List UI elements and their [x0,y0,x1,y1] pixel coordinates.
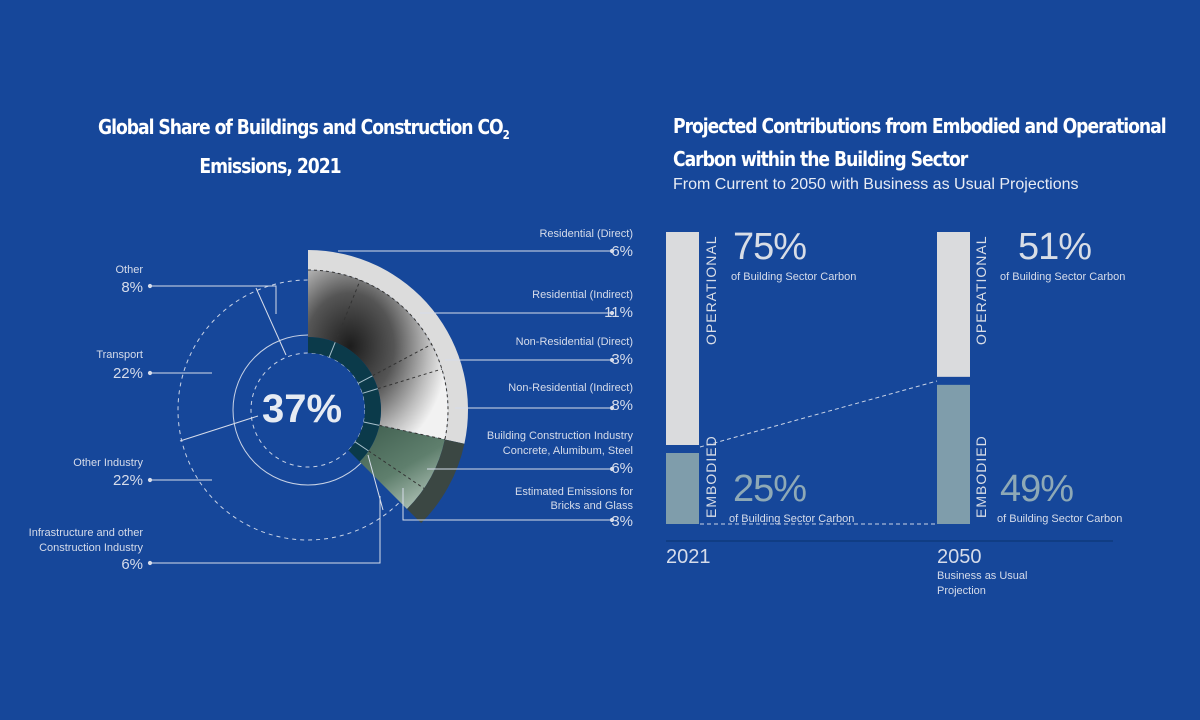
label-bricks-glass: Estimated Emissions for [515,486,633,498]
series-label-operational-2050: OPERATIONAL [973,235,989,345]
value-operational-2050: 51% [1018,226,1092,268]
slice-bricks-glass [406,439,465,524]
label-nonres-indirect: Non-Residential (Indirect) [508,382,633,394]
slice-divider [368,450,425,489]
right-chart-title: Projected Contributions from Embodied an… [673,110,1167,176]
value-nonres-indirect: 8% [611,397,633,414]
left-chart-title: Global Share of Buildings and Constructi… [98,112,510,182]
bar-embodied-2050 [937,384,970,524]
label-other: Other [115,264,143,276]
label-transport: Transport [96,349,143,361]
note-embodied-2050: of Building Sector Carbon [997,513,1123,525]
bar-embodied-2021 [666,453,699,524]
label-building-construction: Building Construction Industry [486,430,633,442]
bar-operational-2050 [937,232,970,377]
slice-divider [379,424,445,440]
leader-infrastructure [150,454,384,564]
note-embodied-2021: of Building Sector Carbon [729,513,855,525]
value-infrastructure: 6% [121,556,143,573]
value-other: 8% [121,279,143,296]
category-note-2050: Business as Usual Projection [937,570,1028,597]
value-transport: 22% [112,365,143,382]
leader-other-industry [150,415,259,481]
pie-chart [307,250,469,524]
series-label-embodied-2021: EMBODIED [703,435,719,518]
leader-lines [147,248,615,566]
center-value: 37% [262,387,343,431]
label-building-construction-2: Concrete, Alumibum, Steel [502,445,633,457]
label-residential-direct: Residential (Direct) [539,228,633,240]
connector-operational-embodied [699,380,938,448]
leader-other [150,285,287,356]
inner-ring-divider [358,375,373,384]
category-2050: 2050 [937,546,982,568]
slice-divider [372,343,432,377]
category-2021: 2021 [666,546,711,568]
inner-ring-divider [363,421,380,426]
label-nonres-direct: Non-Residential (Direct) [515,336,633,348]
left-title-line2: Emissions, 2021 [199,154,341,178]
note-operational-2050: of Building Sector Carbon [1000,271,1126,283]
left-title-subscript: 2 [502,128,510,142]
label-other-industry: Other Industry [73,457,143,469]
value-embodied-2050: 49% [1000,468,1074,510]
slice-divider [334,279,361,343]
value-other-industry: 22% [112,472,143,489]
right-title-line1: Projected Contributions from Embodied an… [673,114,1167,138]
inner-ring-divider [362,388,378,394]
value-residential-direct: 6% [611,243,633,260]
leader-bricks-glass [402,488,612,521]
value-nonres-direct: 3% [611,351,633,368]
slice-residential-direct [308,250,469,444]
stacked-bar-chart [666,232,970,524]
label-residential-indirect: Residential (Indirect) [532,289,633,301]
label-infrastructure-2: Construction Industry [39,542,143,554]
right-title-line2: Carbon within the Building Sector [673,147,968,171]
left-title-line1: Global Share of Buildings and Constructi… [98,115,504,139]
series-label-operational-2021: OPERATIONAL [703,235,719,345]
note-operational-2021: of Building Sector Carbon [731,271,857,283]
inner-ring [308,337,381,462]
value-building-construction: 6% [611,460,633,477]
value-operational-2021: 75% [733,226,807,268]
bar-operational-2021 [666,232,699,445]
label-infrastructure: Infrastructure and other [28,527,143,539]
slice-divider [377,368,443,390]
right-chart-subtitle: From Current to 2050 with Business as Us… [673,176,1079,193]
slice-operational-cloud [308,270,448,440]
inner-ring-divider [328,342,336,358]
label-bricks-glass-2: Bricks and Glass [550,500,633,512]
value-bricks-glass: 3% [611,513,633,530]
inner-ring-divider [354,441,369,452]
series-label-embodied-2050: EMBODIED [973,435,989,518]
value-embodied-2021: 25% [733,468,807,510]
value-residential-indirect: 11% [604,304,633,321]
